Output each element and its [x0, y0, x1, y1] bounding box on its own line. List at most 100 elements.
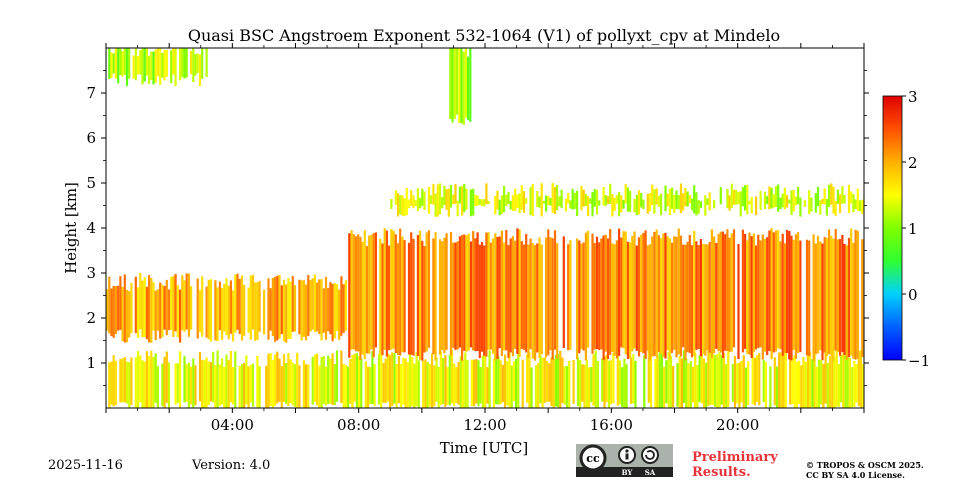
heatmap-cell: [327, 287, 330, 332]
heatmap-cell: [201, 276, 204, 337]
heatmap-cell: [183, 48, 186, 79]
heatmap-cell: [134, 276, 137, 334]
heatmap-cell: [114, 286, 117, 334]
heatmap-cell: [507, 245, 510, 359]
heatmap-cell: [363, 230, 366, 360]
heatmap-cell: [655, 229, 658, 358]
heatmap-cell: [478, 244, 481, 358]
heatmap-cell: [748, 232, 751, 355]
heatmap-cell: [820, 359, 823, 405]
heatmap-region: [390, 183, 864, 217]
heatmap-cell: [274, 276, 277, 342]
heatmap-cell: [234, 351, 237, 408]
heatmap-cell: [626, 241, 629, 360]
heatmap-cell: [476, 195, 479, 206]
heatmap-cell: [360, 358, 363, 408]
heatmap-cell: [223, 367, 226, 408]
heatmap-cell: [395, 364, 398, 408]
heatmap-cell: [573, 192, 576, 209]
heatmap-cell: [854, 199, 857, 209]
heatmap-cell: [797, 186, 800, 205]
heatmap-cell: [128, 48, 131, 79]
cc-license-badge[interactable]: cc BY SA: [576, 444, 673, 477]
heatmap-cell: [139, 355, 142, 403]
heatmap-cell: [786, 195, 789, 208]
heatmap-cell: [449, 185, 453, 208]
heatmap-cell: [227, 359, 230, 408]
heatmap-cell: [179, 351, 182, 408]
heatmap-cell: [693, 231, 696, 356]
heatmap-cell: [777, 184, 780, 212]
heatmap-cell: [161, 53, 164, 78]
heatmap-cell: [119, 48, 122, 75]
heatmap-cell: [799, 240, 802, 353]
heatmap-cell: [205, 357, 208, 408]
heatmap-cell: [832, 238, 835, 361]
preliminary-line1: Preliminary: [692, 450, 778, 465]
heatmap-cell: [811, 359, 814, 408]
heatmap-cell: [740, 360, 743, 403]
heatmap-cell: [333, 282, 336, 339]
heatmap-cell: [489, 242, 492, 350]
heatmap-cell: [307, 275, 310, 336]
heatmap-cell: [469, 48, 472, 122]
heatmap-cell: [510, 365, 513, 408]
heatmap-cell: [632, 354, 635, 404]
heatmap-cell: [165, 351, 168, 403]
heatmap-cell: [463, 184, 466, 213]
heatmap-cell: [265, 365, 268, 408]
heatmap-cell: [141, 280, 144, 338]
heatmap-cell: [728, 195, 731, 211]
heatmap-cell: [677, 228, 680, 355]
heatmap-cell: [529, 238, 532, 350]
heatmap-cell: [665, 360, 668, 404]
heatmap-cell: [655, 188, 658, 205]
heatmap-cell: [609, 183, 612, 204]
heatmap-cell: [578, 240, 581, 354]
heatmap-cell: [443, 186, 446, 205]
heatmap-cell: [518, 229, 521, 357]
badge-strip: [576, 467, 673, 477]
heatmap-cell: [488, 350, 491, 408]
heatmap-cell: [846, 356, 849, 408]
heatmap-cell: [461, 235, 464, 361]
heatmap-cell: [198, 290, 202, 333]
heatmap-cell: [576, 190, 579, 216]
heatmap-cell: [156, 48, 159, 77]
heatmap-cell: [581, 364, 584, 402]
heatmap-cell: [688, 235, 691, 354]
heatmap-cell: [472, 188, 475, 216]
heatmap-cell: [562, 236, 565, 348]
heatmap-cell: [538, 237, 541, 358]
heatmap-cell: [452, 242, 455, 349]
heatmap-cell: [700, 352, 703, 404]
heatmap-cell: [561, 357, 564, 404]
heatmap-cell: [537, 363, 540, 408]
colorbar-tick-label: 1: [908, 220, 918, 238]
heatmap-cell: [662, 233, 665, 358]
heatmap-cell: [472, 231, 475, 351]
heatmap-cell: [302, 280, 305, 337]
heatmap-cell: [850, 228, 853, 356]
heatmap-cell: [799, 197, 802, 217]
heatmap-cell: [497, 356, 500, 405]
heatmap-cell: [554, 355, 557, 407]
heatmap-cell: [258, 366, 261, 408]
colorbar-tick-label: 3: [908, 88, 918, 106]
heatmap-cell: [567, 192, 570, 204]
heatmap-cell: [125, 290, 129, 343]
heatmap-cell: [549, 197, 552, 206]
heatmap-cell: [141, 48, 144, 85]
heatmap-cell: [698, 355, 701, 402]
heatmap-cell: [170, 276, 173, 330]
y-axis-label: Height [km]: [62, 182, 80, 274]
heatmap-cell: [108, 362, 111, 408]
heatmap-cell: [117, 285, 120, 331]
heatmap-cell: [828, 355, 832, 408]
heatmap-cell: [380, 352, 383, 408]
heatmap-cell: [724, 234, 727, 351]
heatmap-cell: [651, 236, 654, 357]
heatmap-cell: [817, 359, 821, 408]
heatmap-cell: [508, 349, 511, 408]
heatmap-cell: [238, 366, 241, 408]
